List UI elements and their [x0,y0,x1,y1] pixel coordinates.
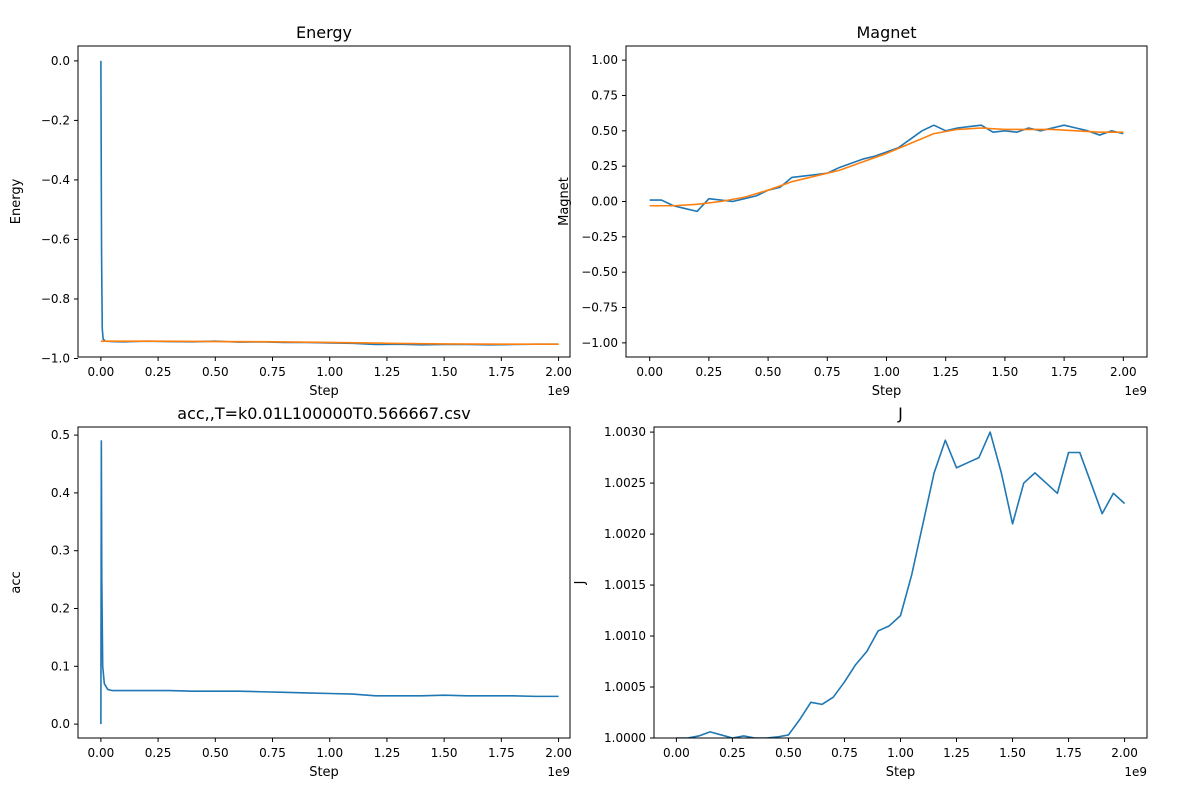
y-tick-label: 0.0 [51,54,70,68]
x-tick-label: 1.50 [992,365,1019,379]
x-tick-label: 1.25 [932,365,959,379]
y-tick-label: 0.4 [51,486,70,500]
y-tick-label: −1.00 [581,336,618,350]
y-tick-label: 0.00 [591,195,618,209]
x-tick-label: 1.00 [316,365,343,379]
y-tick-label: 1.0030 [604,425,646,439]
y-tick-label: 0.3 [51,544,70,558]
x-axis-label: Step [872,384,902,399]
x-tick-label: 1.50 [999,746,1026,760]
chart-title: Magnet [856,23,916,42]
x-tick-label: 1.25 [374,746,401,760]
series-line-0 [676,431,1126,738]
y-tick-label: 1.00 [591,53,618,67]
y-tick-label: 1.0010 [604,629,646,643]
energy-panel: 0.00 0.25 0.50 0.75 1.00 1.25 1.50 1.75 2.00 0.0 −… [9,23,572,399]
x-tick-label: 0.75 [259,365,286,379]
x-tick-label: 1.75 [488,365,515,379]
x-tick-label: 1.75 [1051,365,1078,379]
x-offset-label: 1e9 [1124,384,1147,398]
x-axis-label: Step [886,765,916,780]
x-tick-label: 0.50 [755,365,782,379]
y-tick-label: −0.8 [41,292,70,306]
axes-frame [653,426,1148,739]
axes-frame [77,45,571,358]
series-line-1 [100,340,559,345]
x-tick-label: 0.00 [88,746,115,760]
acc-panel: 0.00 0.25 0.50 0.75 1.00 1.25 1.50 1.75 2.00 0.0 0… [9,404,572,780]
x-tick-label: 1.75 [488,746,515,760]
x-tick-label: 0.50 [202,746,229,760]
y-tick-label: 1.0025 [604,476,646,490]
x-tick-label: 0.25 [719,746,746,760]
y-axis-label: Magnet [557,177,572,226]
chart-title: J [897,404,903,423]
x-tick-label: 0.75 [814,365,841,379]
y-tick-label: −0.6 [41,232,70,246]
x-offset-label: 1e9 [547,384,570,398]
y-axis-label: Energy [9,178,24,224]
series-line-0 [100,60,559,346]
x-tick-label: 0.50 [202,365,229,379]
chart-title: acc,,T=k0.01L100000T0.566667.csv [177,404,470,423]
x-tick-label: 0.00 [636,365,663,379]
x-tick-label: 0.50 [775,746,802,760]
y-tick-label: 1.0020 [604,527,646,541]
x-tick-label: 1.75 [1055,746,1082,760]
x-tick-label: 2.00 [545,365,572,379]
x-tick-label: 0.25 [145,365,172,379]
y-tick-label: 0.50 [591,124,618,138]
x-offset-label: 1e9 [547,765,570,779]
y-tick-label: 1.0005 [604,680,646,694]
x-tick-label: 0.00 [88,365,115,379]
x-tick-label: 2.00 [545,746,572,760]
axes-frame [77,426,571,739]
x-tick-label: 2.00 [1111,746,1138,760]
x-tick-label: 1.25 [943,746,970,760]
x-tick-label: 1.50 [431,365,458,379]
x-tick-label: 1.25 [374,365,401,379]
y-tick-label: 1.0000 [604,731,646,745]
series-line-0 [649,124,1124,213]
x-offset-label: 1e9 [1124,765,1147,779]
y-tick-label: 0.5 [51,428,70,442]
y-tick-label: −0.4 [41,173,70,187]
y-tick-label: 0.25 [591,159,618,173]
chart-title: Energy [296,23,352,42]
x-tick-label: 0.25 [696,365,723,379]
magnet-panel: 0.00 0.25 0.50 0.75 1.00 1.25 1.50 1.75 2.00 1.00… [557,23,1148,399]
x-tick-label: 1.50 [431,746,458,760]
y-tick-label: 0.0 [51,717,70,731]
y-tick-label: 0.75 [591,88,618,102]
y-tick-label: 1.0015 [604,578,646,592]
y-axis-label: J [573,581,588,586]
y-tick-label: −0.25 [581,230,618,244]
x-axis-label: Step [309,765,339,780]
x-tick-label: 0.75 [831,746,858,760]
series-line-0 [100,440,559,725]
axes-frame [625,45,1148,358]
y-tick-label: −0.50 [581,265,618,279]
y-tick-label: −1.0 [41,351,70,365]
x-tick-label: 0.25 [145,746,172,760]
y-axis-label: acc [9,571,24,593]
x-tick-label: 2.00 [1110,365,1137,379]
y-tick-label: 0.2 [51,602,70,616]
y-tick-label: −0.2 [41,113,70,127]
x-tick-label: 1.00 [873,365,900,379]
y-tick-label: −0.75 [581,301,618,315]
x-tick-label: 1.00 [887,746,914,760]
j-panel: 0.00 0.25 0.50 0.75 1.00 1.25 1.50 1.75 2.00 1.00… [573,404,1148,780]
x-tick-label: 1.00 [316,746,343,760]
x-axis-label: Step [309,384,339,399]
x-tick-label: 0.75 [259,746,286,760]
y-tick-label: 0.1 [51,659,70,673]
x-tick-label: 0.00 [663,746,690,760]
series-line-1 [649,127,1124,207]
